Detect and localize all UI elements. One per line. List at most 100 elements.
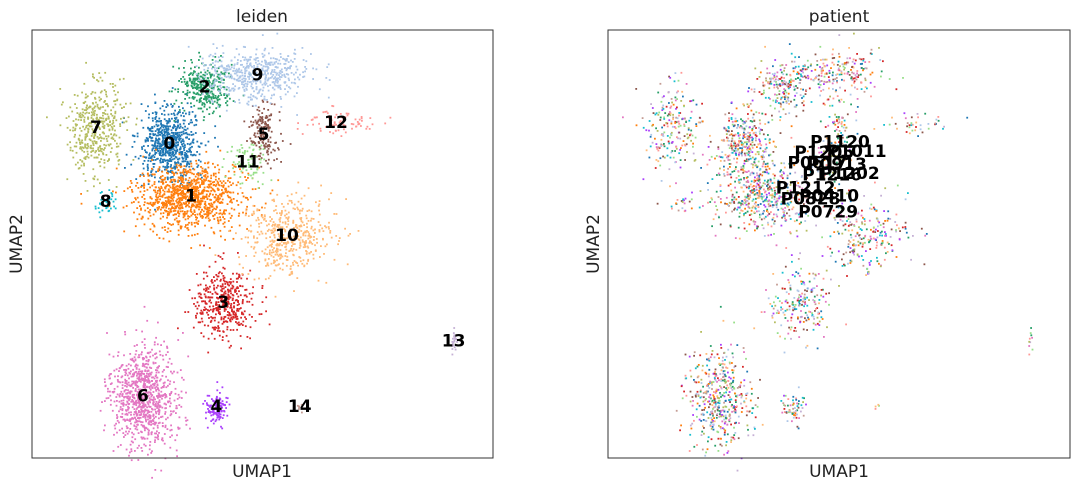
cell-point <box>244 176 246 178</box>
cell-point <box>163 340 165 343</box>
cell-point <box>310 225 313 228</box>
cell-point <box>169 230 172 232</box>
cell-point <box>144 347 146 349</box>
cell-point <box>130 422 132 425</box>
cell-point <box>250 230 252 233</box>
cell-point <box>218 81 220 83</box>
cell-point <box>194 186 197 188</box>
cell-point <box>79 143 82 145</box>
cell-point <box>260 64 263 66</box>
cell-point <box>211 332 213 335</box>
cell-point <box>171 176 174 178</box>
cell-point <box>175 116 178 119</box>
cell-point <box>275 77 278 80</box>
cell-point <box>123 106 125 108</box>
cell-point <box>244 68 246 70</box>
cell-point <box>329 230 332 232</box>
cell-point <box>161 425 164 428</box>
cell-point <box>199 185 201 188</box>
cell-point <box>193 84 196 87</box>
cell-point <box>213 411 215 414</box>
cell-point <box>267 63 269 66</box>
cell-point <box>184 155 187 158</box>
cell-point <box>140 397 143 399</box>
cell-point <box>292 219 295 222</box>
cell-point <box>186 188 189 191</box>
cell-point <box>266 124 268 127</box>
cell-point <box>215 212 218 214</box>
cell-point <box>289 268 292 270</box>
cell-point <box>177 223 180 226</box>
cell-point <box>124 384 126 387</box>
cell-point <box>137 201 140 204</box>
cell-point <box>314 249 317 252</box>
cell-point <box>92 147 94 150</box>
cell-point <box>142 402 145 405</box>
cell-point <box>154 93 156 96</box>
cell-point <box>162 136 164 138</box>
cell-point <box>99 149 102 152</box>
cell-point <box>212 95 215 98</box>
cell-point <box>217 301 220 303</box>
cell-point <box>247 103 250 106</box>
cell-point <box>293 235 295 238</box>
cell-point <box>84 100 87 103</box>
cell-point <box>130 418 132 421</box>
cell-point <box>192 72 195 74</box>
cell-point <box>248 76 250 78</box>
cell-point <box>157 435 159 438</box>
cell-point <box>168 190 171 193</box>
cell-point <box>108 205 111 207</box>
cell-point <box>247 229 250 232</box>
cell-point <box>168 184 171 187</box>
cell-point <box>283 228 285 230</box>
cell-point <box>110 109 112 112</box>
cell-point <box>213 232 216 235</box>
cell-point <box>85 106 88 109</box>
cell-point <box>165 203 167 205</box>
cell-point <box>206 80 209 82</box>
cell-point <box>160 181 163 183</box>
cell-point <box>173 191 176 194</box>
cell-point <box>110 113 112 115</box>
cell-point <box>209 308 212 311</box>
cell-point <box>169 138 171 140</box>
cell-point <box>244 289 247 291</box>
cell-point <box>156 147 159 150</box>
cell-point <box>155 148 157 151</box>
cell-point <box>206 92 209 95</box>
cell-point <box>260 136 263 139</box>
cell-point <box>217 284 219 287</box>
cell-point <box>206 403 209 406</box>
cell-point <box>297 264 299 267</box>
cell-point <box>98 137 101 139</box>
cell-point <box>246 102 249 105</box>
cell-point <box>171 87 174 89</box>
cell-point <box>251 154 253 156</box>
cell-point <box>118 429 121 432</box>
cell-point <box>206 394 209 397</box>
cell-point <box>155 352 158 355</box>
cell-point <box>263 49 266 52</box>
cell-point <box>161 438 163 441</box>
cell-point <box>148 429 150 432</box>
cell-point <box>143 396 146 398</box>
cell-point <box>149 405 152 408</box>
cell-point <box>264 258 267 261</box>
cell-point <box>236 322 239 325</box>
cell-point <box>225 189 228 192</box>
cell-point <box>237 321 240 324</box>
cell-point <box>260 117 263 119</box>
cell-point <box>258 91 260 94</box>
cell-point <box>180 187 183 189</box>
cell-point <box>145 414 147 416</box>
cell-point <box>167 188 170 191</box>
cell-point <box>197 223 199 225</box>
cell-point <box>152 402 154 405</box>
cell-point <box>282 262 284 265</box>
cell-point <box>156 233 158 236</box>
cell-point <box>164 151 167 153</box>
cell-point <box>162 182 165 185</box>
cell-point <box>231 163 234 166</box>
cell-point <box>179 166 182 169</box>
